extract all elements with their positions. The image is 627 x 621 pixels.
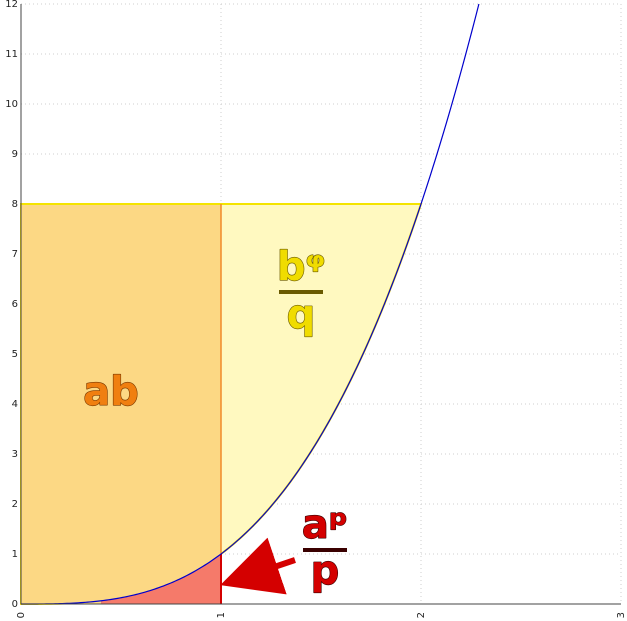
label-bq-over-q: bᵠ q — [276, 243, 326, 338]
y-tick-label: 2 — [12, 499, 18, 510]
y-tick-label: 5 — [12, 349, 18, 360]
x-tick-label: 2 — [416, 612, 427, 618]
y-tick-label: 1 — [12, 549, 18, 560]
label-ap-numerator: aᵖ — [302, 502, 348, 548]
label-ap-denominator: p — [311, 548, 340, 594]
curve-x-cubed — [21, 3, 480, 605]
x-tick-label: 1 — [216, 612, 227, 618]
x-tick-label: 0 — [16, 612, 27, 618]
x-tick-label: 3 — [616, 612, 627, 618]
label-ab: ab — [83, 369, 139, 415]
label-bq-numerator: bᵠ — [277, 244, 325, 290]
region-ab — [20, 203, 222, 605]
y-tick-label: 9 — [12, 149, 18, 160]
x-tick-labels: 0 1 2 3 — [16, 612, 627, 618]
y-tick-label: 0 — [12, 599, 18, 610]
y-tick-label: 8 — [12, 199, 18, 210]
y-tick-label: 11 — [5, 49, 18, 60]
arrow-to-ap-region — [220, 537, 296, 595]
y-tick-label: 7 — [12, 249, 18, 260]
y-tick-label: 6 — [12, 299, 18, 310]
y-tick-label: 10 — [5, 99, 18, 110]
label-ap-over-p: aᵖ p — [301, 501, 348, 594]
label-bq-denominator: q — [287, 292, 316, 338]
y-tick-label: 12 — [5, 0, 18, 10]
y-tick-label: 4 — [12, 399, 18, 410]
region-ap-over-p — [101, 554, 221, 604]
y-tick-label: 3 — [12, 449, 18, 460]
